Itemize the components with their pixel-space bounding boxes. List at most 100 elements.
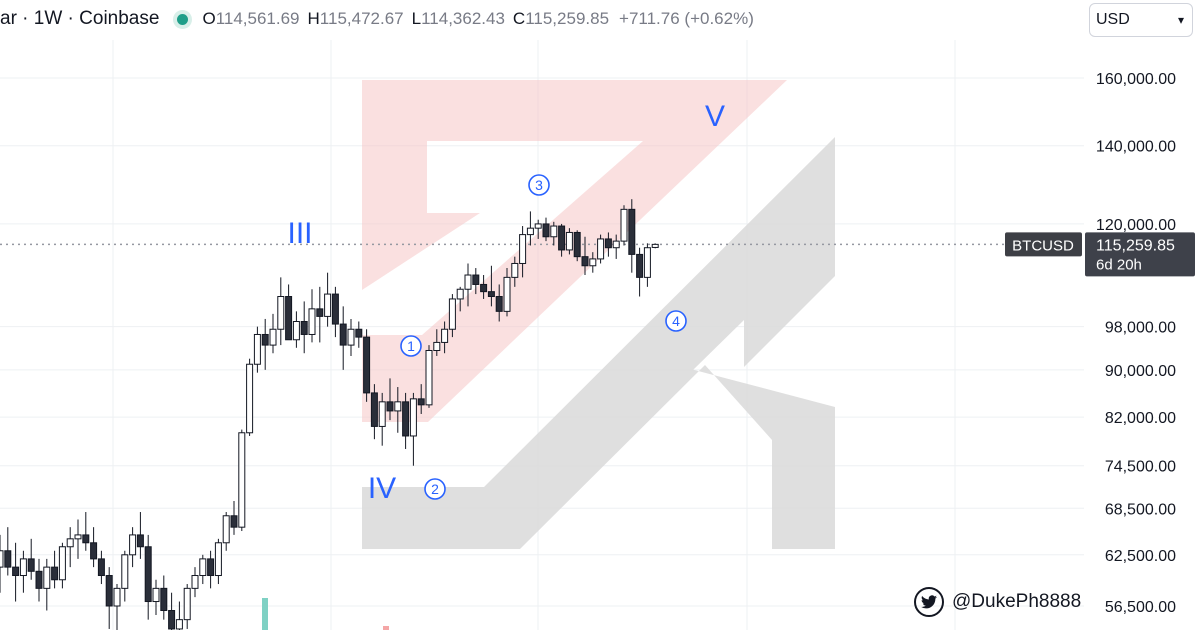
- candle-body: [331, 293, 339, 325]
- candle-body: [160, 587, 168, 612]
- y-tick-label: 120,000.00: [1096, 217, 1176, 234]
- candle-body: [0, 550, 4, 568]
- ohlc-open: O114,561.69: [202, 9, 299, 29]
- candle-body: [300, 321, 308, 335]
- logo-gray-shape: [362, 137, 835, 549]
- candle-body: [480, 283, 488, 293]
- currency-value: USD: [1096, 11, 1130, 28]
- candle-body: [456, 288, 464, 300]
- wave-label-2: 2: [431, 481, 439, 497]
- candle-body: [511, 262, 519, 278]
- candle-body: [238, 432, 246, 528]
- ohlc-high-value: 115,472.67: [319, 9, 404, 28]
- candle-body: [581, 256, 589, 267]
- symbol-header: ar · 1W · Coinbase O114,561.69 H115,472.…: [0, 4, 754, 34]
- price-tag-countdown: 6d 20h: [1096, 256, 1142, 273]
- candle-body: [526, 227, 534, 236]
- candle-body: [214, 542, 222, 577]
- y-tick-label: 140,000.00: [1096, 139, 1176, 156]
- candle-body: [121, 554, 129, 589]
- candle-body: [105, 575, 113, 607]
- candle-body: [589, 258, 597, 267]
- y-tick-label: 82,000.00: [1105, 410, 1176, 427]
- candle-body: [487, 291, 495, 298]
- candle-body: [82, 534, 90, 544]
- candle-body: [378, 401, 386, 427]
- candle-body: [308, 308, 316, 335]
- candle-body: [58, 546, 66, 581]
- candle-body: [27, 558, 35, 572]
- candle-body: [136, 534, 144, 548]
- symbol-title[interactable]: ar · 1W · Coinbase: [0, 8, 160, 29]
- candle-body: [519, 234, 527, 264]
- candle-body: [261, 333, 269, 346]
- candle-body: [4, 550, 12, 568]
- candle-body: [19, 558, 27, 577]
- wave-label-iv: IV: [368, 472, 396, 505]
- ohlc-high-key: H: [307, 9, 320, 28]
- candle-body: [113, 587, 121, 607]
- candle-body: [347, 328, 355, 346]
- ohlc-close-value: 115,259.85: [525, 9, 610, 28]
- candle-body: [472, 274, 480, 285]
- candle-body: [573, 231, 581, 258]
- twitter-icon: [914, 587, 944, 617]
- candle-body: [74, 534, 82, 540]
- price-tag-bg: [1085, 232, 1195, 277]
- y-tick-label: 62,500.00: [1105, 548, 1176, 565]
- candle-body: [339, 323, 347, 346]
- price-tag-value: 115,259.85: [1096, 237, 1175, 254]
- wave-label-1: 1: [407, 338, 415, 354]
- candle-body: [144, 546, 152, 603]
- candle-body: [409, 398, 417, 437]
- candle-body: [97, 558, 105, 577]
- candle-body: [597, 238, 605, 260]
- ohlc-low: L114,362.43: [412, 9, 505, 29]
- candle-body: [253, 333, 261, 365]
- y-tick-label: 56,500.00: [1105, 599, 1176, 616]
- candle-body: [51, 566, 59, 581]
- candle-body: [168, 610, 176, 630]
- candle-body: [565, 231, 573, 251]
- candle-body: [355, 328, 363, 338]
- candle-body: [222, 515, 230, 544]
- candle-body: [43, 566, 51, 589]
- candle-body: [604, 238, 612, 249]
- candle-body: [425, 349, 433, 406]
- candle-body: [370, 392, 378, 427]
- candle-body: [207, 558, 215, 577]
- candle-body: [643, 247, 651, 278]
- currency-select[interactable]: USD ▾: [1089, 3, 1193, 37]
- candle-body: [628, 208, 636, 255]
- candle-body: [66, 538, 74, 548]
- candle-body: [285, 296, 293, 341]
- y-tick-label: 90,000.00: [1105, 363, 1176, 380]
- candle-body: [183, 587, 191, 621]
- y-tick-label: 68,500.00: [1105, 501, 1176, 518]
- candle-body: [534, 223, 542, 229]
- candle-body: [35, 570, 43, 589]
- candle-body: [199, 558, 207, 577]
- candle-body: [363, 336, 371, 394]
- candle-body: [394, 401, 402, 412]
- candle-body: [417, 398, 425, 406]
- candle-body: [464, 274, 472, 290]
- candle-body: [402, 401, 410, 437]
- y-tick-label: 160,000.00: [1096, 71, 1176, 88]
- ohlc-close-key: C: [512, 9, 526, 28]
- ohlc-high: H115,472.67: [308, 9, 404, 29]
- candle-body: [495, 296, 503, 312]
- candle-body: [542, 223, 550, 238]
- candle-body: [558, 225, 566, 251]
- wave-circle-3: [528, 174, 550, 196]
- candle-body: [651, 243, 659, 248]
- candle-body: [129, 534, 137, 556]
- volume-bar: [383, 626, 389, 630]
- y-tick-label: 74,500.00: [1105, 459, 1176, 476]
- candle-body: [175, 619, 183, 630]
- candle-body: [246, 363, 254, 434]
- candle-body: [230, 515, 238, 528]
- wave-circle-1: [400, 335, 422, 357]
